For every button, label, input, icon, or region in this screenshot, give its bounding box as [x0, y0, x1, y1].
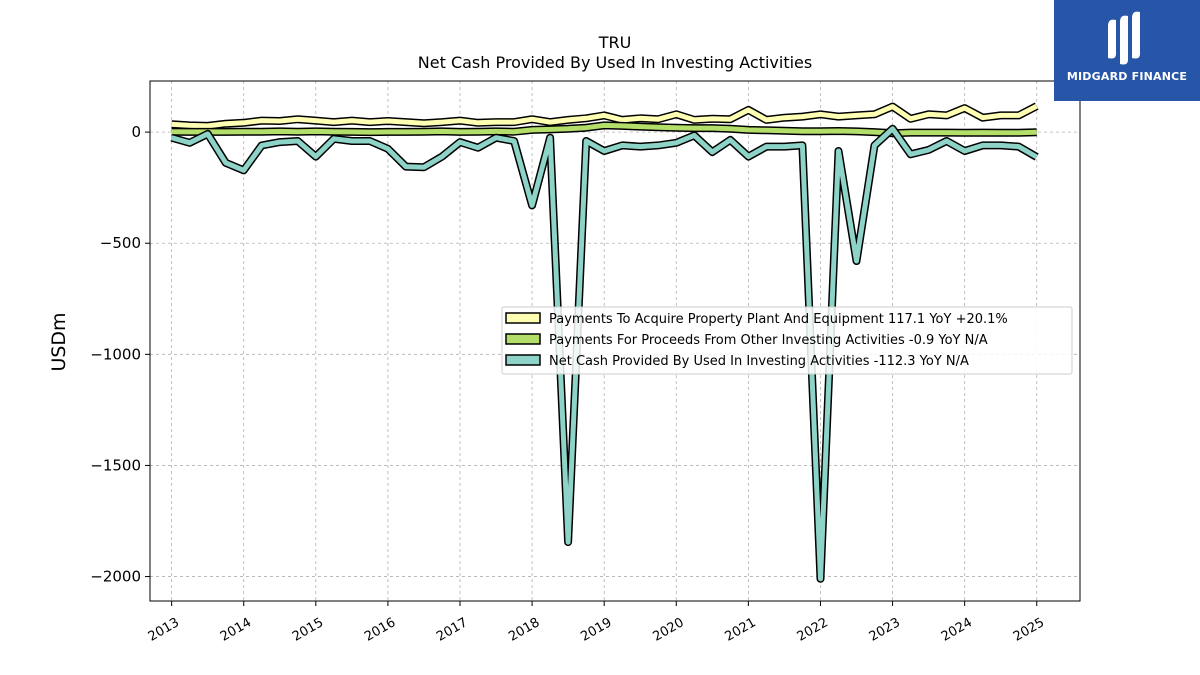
x-tick-label: 2018 [506, 615, 542, 645]
legend-label-ppe: Payments To Acquire Property Plant And E… [549, 312, 1008, 327]
legend-swatch-net [505, 354, 541, 366]
y-tick-label: −1500 [90, 456, 141, 474]
y-tick-label: −1000 [90, 345, 141, 363]
y-tick-label: −2000 [90, 568, 141, 586]
x-tick-label: 2019 [578, 615, 614, 645]
series-ppe-line [171, 103, 1038, 129]
x-tick-label: 2013 [146, 615, 182, 645]
x-tick-label: 2017 [434, 615, 470, 645]
legend: Payments To Acquire Property Plant And E… [501, 306, 1073, 375]
chart-title: TRU [598, 33, 632, 52]
legend-label-other: Payments For Proceeds From Other Investi… [549, 333, 988, 348]
brand-logo: MIDGARD FINANCE [1054, 0, 1200, 101]
y-axis-label: USDm [48, 312, 70, 371]
legend-swatch-ppe [505, 312, 541, 324]
series-layer [170, 102, 1039, 583]
x-tick-label: 2014 [218, 615, 254, 645]
x-ticks: 2013 2014 2015 2016 2017 2018 2019 2020 2021 2022… [146, 601, 1047, 645]
y-tick-label: 0 [131, 123, 141, 141]
legend-box [501, 306, 1073, 375]
y-tick-label: −500 [100, 234, 141, 252]
chart-subtitle: Net Cash Provided By Used In Investing A… [418, 53, 812, 72]
plot-frame [149, 80, 1081, 602]
x-tick-label: 2023 [867, 615, 903, 645]
brand-logo-text: MIDGARD FINANCE [1066, 70, 1188, 83]
x-tick-label: 2020 [650, 615, 686, 645]
legend-label-net: Net Cash Provided By Used In Investing A… [549, 354, 969, 369]
legend-swatch-other [505, 333, 541, 345]
x-tick-label: 2025 [1011, 615, 1047, 645]
x-tick-label: 2024 [939, 615, 975, 645]
series-net-line [170, 126, 1038, 582]
y-ticks: 0 −500 −1000 −1500 −2000 [90, 123, 150, 586]
x-tick-label: 2015 [290, 615, 326, 645]
x-tick-label: 2022 [795, 615, 831, 645]
midgard-logo-icon [1108, 11, 1140, 65]
x-tick-label: 2016 [362, 615, 398, 645]
x-tick-label: 2021 [723, 615, 759, 645]
